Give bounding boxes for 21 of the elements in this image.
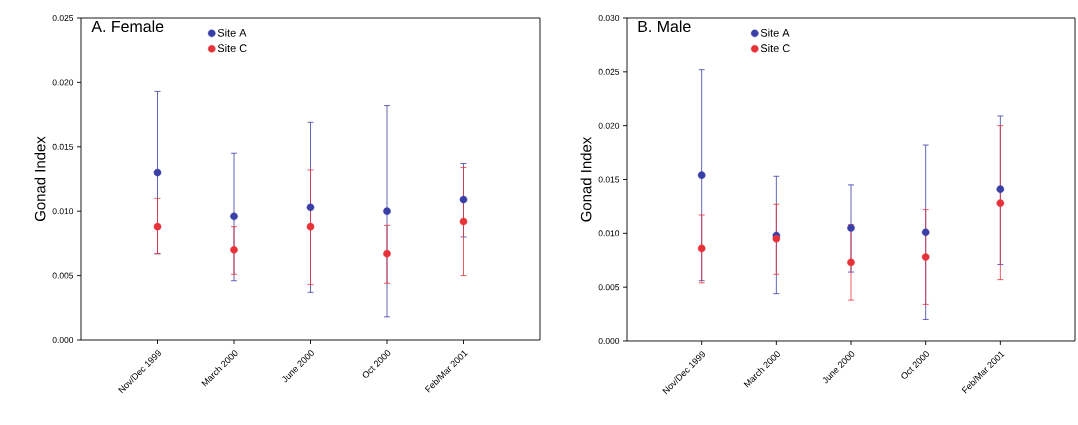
y-tick-label: 0.025 <box>52 15 74 21</box>
y-tick-label: 0.010 <box>598 230 620 237</box>
legend-label: Site C <box>760 44 790 53</box>
legend-label: Site C <box>217 44 247 53</box>
chart-title: B. Male <box>638 20 691 33</box>
legend-label: Site A <box>760 28 790 37</box>
y-tick-label: 0.010 <box>52 208 74 215</box>
y-tick-label: 0.015 <box>598 176 620 183</box>
y-tick-label: 0.005 <box>598 284 620 291</box>
y-axis-title: Gonad Index <box>34 136 46 222</box>
y-axis-title: Gonad Index <box>580 136 592 222</box>
legend-label: Site A <box>217 28 247 37</box>
y-tick-label: 0.005 <box>52 272 74 279</box>
y-tick-label: 0.030 <box>598 15 620 21</box>
y-tick-label: 0.025 <box>598 68 620 75</box>
y-tick-label: 0.000 <box>52 337 74 343</box>
y-tick-label: 0.020 <box>598 122 620 129</box>
y-tick-label: 0.015 <box>52 143 74 150</box>
y-tick-label: 0.020 <box>52 79 74 86</box>
y-tick-label: 0.000 <box>598 338 620 344</box>
chart-title: A. Female <box>91 20 164 33</box>
